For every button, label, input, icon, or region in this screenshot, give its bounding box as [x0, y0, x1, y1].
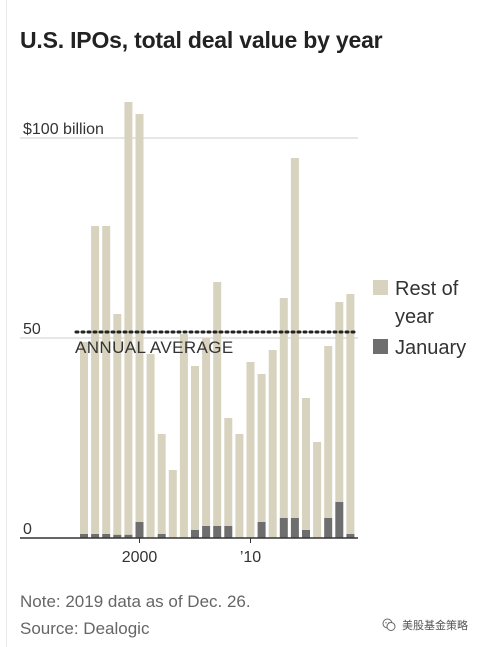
- bar-january: [335, 502, 344, 538]
- legend-label: January: [395, 337, 466, 359]
- bar-rest-of-year: [135, 114, 144, 522]
- y-tick-label: 50: [23, 321, 41, 338]
- bar-rest-of-year: [91, 226, 100, 534]
- wechat-icon: [382, 618, 396, 631]
- bar-rest-of-year: [246, 362, 255, 538]
- bar-january: [91, 534, 100, 538]
- bar-january: [191, 530, 199, 538]
- bar-january: [279, 518, 288, 538]
- bar-january: [213, 526, 222, 538]
- watermark-text: 美股基金策略: [402, 619, 468, 632]
- bar-january: [135, 522, 144, 538]
- bar-january: [202, 526, 211, 538]
- bar-rest-of-year: [102, 226, 111, 534]
- bar-january: [346, 534, 355, 538]
- bar-rest-of-year: [324, 346, 333, 518]
- bar-rest-of-year: [302, 398, 310, 530]
- chart-source: Source: Dealogic: [20, 619, 150, 638]
- bar-rest-of-year: [290, 158, 299, 518]
- bar-rest-of-year: [168, 470, 177, 538]
- bar-january: [224, 526, 233, 538]
- bar-january: [290, 518, 299, 538]
- x-tick-label: 2000: [122, 549, 158, 566]
- chart-title: U.S. IPOs, total deal value by year: [20, 27, 383, 53]
- bar-rest-of-year: [157, 434, 166, 534]
- bar-rest-of-year: [202, 338, 211, 526]
- bar-january: [157, 534, 166, 538]
- bar-january: [113, 534, 122, 538]
- bar-rest-of-year: [213, 282, 222, 526]
- bar-rest-of-year: [335, 302, 344, 502]
- bar-rest-of-year: [235, 434, 244, 538]
- legend-label: Rest of year: [395, 278, 459, 328]
- x-tick-label: ’10: [240, 549, 261, 566]
- y-tick-label: $100 billion: [23, 121, 104, 138]
- chart-canvas: 0 50 $100 billion 2000 ’10 ANNUAL AVERAGE Rest…: [20, 102, 466, 566]
- bar-january: [102, 534, 111, 538]
- bar-rest-of-year: [346, 294, 355, 534]
- page-left-rule: [6, 0, 7, 647]
- bar-january: [302, 530, 310, 538]
- bar-rest-of-year: [268, 350, 277, 538]
- bar-rest-of-year: [191, 366, 199, 530]
- legend-swatch: [373, 280, 388, 295]
- y-tick-label: 0: [23, 521, 32, 538]
- bar-january: [124, 534, 133, 538]
- bar-rest-of-year: [146, 354, 155, 538]
- chart-note: Note: 2019 data as of Dec. 26.: [20, 592, 251, 611]
- legend-swatch: [373, 339, 388, 354]
- bar-rest-of-year: [80, 342, 88, 534]
- bar-rest-of-year: [313, 442, 322, 538]
- bar-january: [324, 518, 333, 538]
- bar-january: [257, 522, 266, 538]
- bar-rest-of-year: [179, 334, 188, 538]
- bar-rest-of-year: [224, 418, 233, 526]
- bar-rest-of-year: [257, 374, 266, 522]
- bar-rest-of-year: [113, 314, 122, 535]
- bar-rest-of-year: [124, 102, 133, 535]
- annual-average-label: ANNUAL AVERAGE: [75, 338, 234, 357]
- watermark: 美股基金策略: [382, 617, 468, 633]
- bar-rest-of-year: [279, 298, 288, 518]
- bar-january: [80, 534, 88, 538]
